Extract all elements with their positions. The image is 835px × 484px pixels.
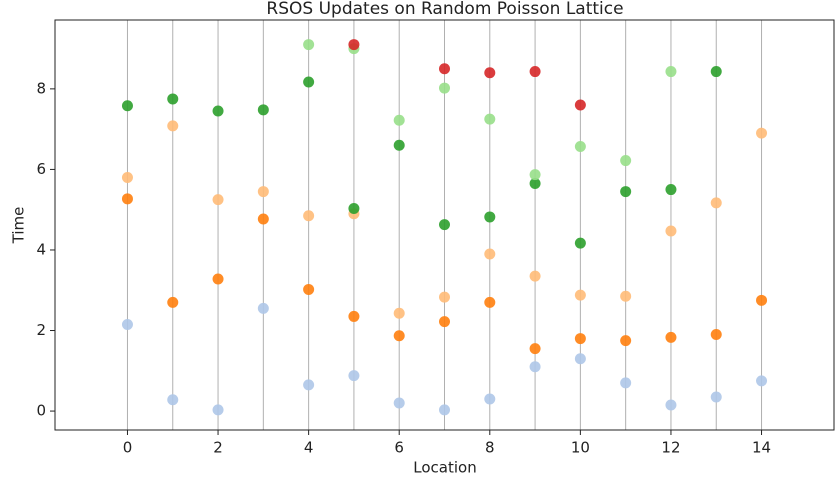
point xyxy=(484,393,496,405)
point xyxy=(665,66,677,78)
x-tick-label: 4 xyxy=(304,439,314,457)
point xyxy=(167,394,179,406)
point xyxy=(484,248,496,260)
point xyxy=(393,139,405,151)
point xyxy=(665,184,677,196)
point xyxy=(393,114,405,126)
y-tick-label: 4 xyxy=(36,240,46,258)
point xyxy=(620,155,632,167)
point xyxy=(484,67,496,79)
point xyxy=(529,270,541,282)
x-tick-label: 12 xyxy=(661,439,680,457)
point xyxy=(574,99,586,111)
point xyxy=(348,370,360,382)
point xyxy=(484,211,496,223)
point xyxy=(303,39,315,51)
point xyxy=(393,330,405,342)
point xyxy=(393,397,405,409)
point xyxy=(529,66,541,78)
point xyxy=(710,329,722,341)
point xyxy=(167,296,179,308)
point xyxy=(529,361,541,373)
point xyxy=(574,289,586,301)
point xyxy=(710,197,722,209)
point xyxy=(303,379,315,391)
point xyxy=(257,213,269,225)
point xyxy=(756,127,768,139)
point xyxy=(167,93,179,105)
point xyxy=(303,76,315,88)
point xyxy=(574,237,586,249)
point xyxy=(484,296,496,308)
point xyxy=(620,186,632,198)
point xyxy=(393,307,405,319)
y-tick-label: 2 xyxy=(36,321,46,339)
y-tick-label: 6 xyxy=(36,160,46,178)
point xyxy=(348,202,360,214)
point xyxy=(257,302,269,314)
y-axis-label: Time xyxy=(10,207,28,245)
point xyxy=(212,273,224,285)
y-tick-label: 8 xyxy=(36,79,46,97)
x-axis-label: Location xyxy=(413,459,476,477)
point xyxy=(574,333,586,345)
point xyxy=(439,82,450,94)
point xyxy=(756,294,768,306)
point xyxy=(121,193,133,205)
point xyxy=(257,186,269,198)
x-tick-label: 8 xyxy=(485,439,495,457)
point xyxy=(665,331,677,343)
point xyxy=(710,391,722,403)
point xyxy=(529,169,541,181)
point xyxy=(439,63,450,75)
plot-frame xyxy=(54,19,835,431)
point xyxy=(665,225,677,237)
point xyxy=(212,194,224,206)
point xyxy=(212,404,224,416)
point xyxy=(529,178,541,190)
point xyxy=(574,140,586,152)
point xyxy=(620,290,632,302)
point xyxy=(756,375,768,387)
point xyxy=(121,318,133,330)
point xyxy=(710,66,722,78)
chart-title: RSOS Updates on Random Poisson Lattice xyxy=(266,0,623,19)
point xyxy=(167,120,179,132)
x-tick-label: 14 xyxy=(752,439,771,457)
point xyxy=(529,343,541,355)
point xyxy=(484,113,496,125)
point xyxy=(212,105,224,117)
point xyxy=(574,353,586,365)
point xyxy=(439,291,450,303)
point xyxy=(121,171,133,183)
point xyxy=(303,283,315,295)
x-tick-label: 6 xyxy=(394,439,404,457)
point xyxy=(348,39,360,51)
point xyxy=(439,219,450,231)
point xyxy=(665,399,677,411)
point xyxy=(303,210,315,222)
point xyxy=(121,100,133,112)
point xyxy=(620,335,632,347)
x-tick-label: 2 xyxy=(213,439,223,457)
point xyxy=(257,104,269,116)
point xyxy=(439,316,450,328)
point xyxy=(620,377,632,389)
y-tick-label: 0 xyxy=(36,402,46,420)
x-tick-label: 10 xyxy=(571,439,590,457)
point xyxy=(439,404,450,416)
x-tick-label: 0 xyxy=(123,439,133,457)
point xyxy=(348,310,360,322)
